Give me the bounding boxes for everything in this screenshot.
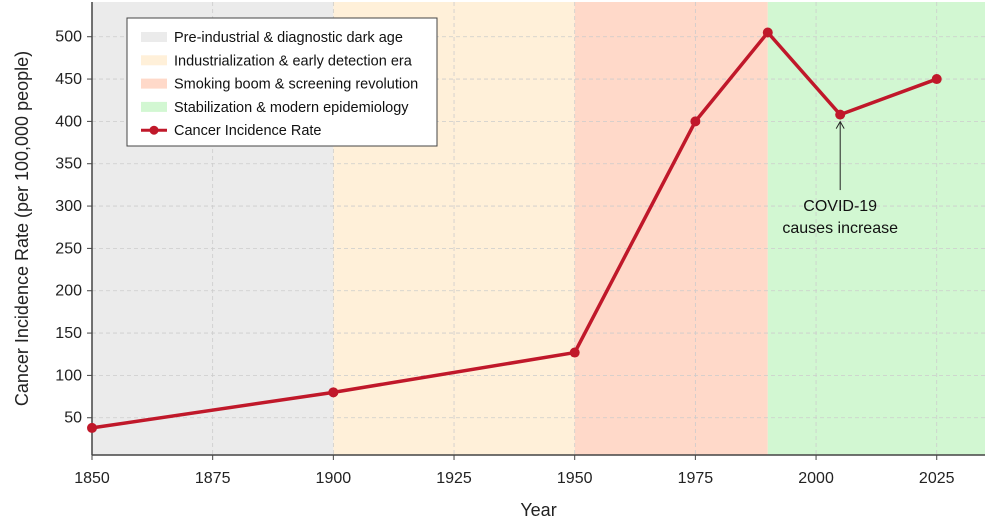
x-tick-label: 1850 xyxy=(74,470,110,487)
legend-label: Pre-industrial & diagnostic dark age xyxy=(174,30,403,46)
data-point xyxy=(569,347,580,358)
legend-swatch xyxy=(141,78,167,89)
y-tick-label: 500 xyxy=(55,29,82,46)
data-point xyxy=(931,74,942,85)
legend-swatch xyxy=(141,32,167,42)
legend-box xyxy=(126,17,438,147)
band-2 xyxy=(574,2,768,455)
legend-label: Industrialization & early detection era xyxy=(174,53,413,69)
annotation-text: COVID-19 xyxy=(803,198,877,215)
x-tick-label: 2025 xyxy=(919,470,955,487)
data-point xyxy=(835,109,846,120)
band-3 xyxy=(767,2,985,455)
legend-label: Smoking boom & screening revolution xyxy=(174,77,418,93)
legend-swatch xyxy=(141,101,167,112)
annotation-text: causes increase xyxy=(782,220,898,237)
x-tick-label: 1875 xyxy=(195,470,231,487)
y-tick-label: 100 xyxy=(55,367,82,384)
legend-marker xyxy=(149,125,159,135)
y-tick-label: 250 xyxy=(55,240,82,257)
data-point xyxy=(690,116,701,127)
x-tick-label: 1900 xyxy=(316,470,352,487)
y-tick-label: 350 xyxy=(55,156,82,173)
data-point xyxy=(328,387,339,398)
x-tick-label: 1950 xyxy=(557,470,593,487)
x-tick-label: 1925 xyxy=(436,470,472,487)
x-tick-label: 2000 xyxy=(798,470,834,487)
y-tick-label: 150 xyxy=(55,325,82,342)
data-point xyxy=(87,422,97,433)
y-axis-label: Cancer Incidence Rate (per 100,000 peopl… xyxy=(12,51,32,406)
legend-label: Cancer Incidence Rate xyxy=(174,123,322,139)
y-tick-label: 400 xyxy=(55,113,82,130)
x-axis-label: Year xyxy=(520,500,556,520)
y-tick-label: 200 xyxy=(55,283,82,300)
data-point xyxy=(762,27,773,38)
y-tick-label: 450 xyxy=(55,71,82,88)
legend-swatch xyxy=(141,55,167,66)
annotation-arrowhead xyxy=(835,120,845,129)
legend-label: Stabilization & modern epidemiology xyxy=(174,100,409,116)
y-tick-label: 300 xyxy=(55,198,82,215)
x-tick-label: 1975 xyxy=(678,470,714,487)
y-tick-label: 50 xyxy=(64,410,82,427)
